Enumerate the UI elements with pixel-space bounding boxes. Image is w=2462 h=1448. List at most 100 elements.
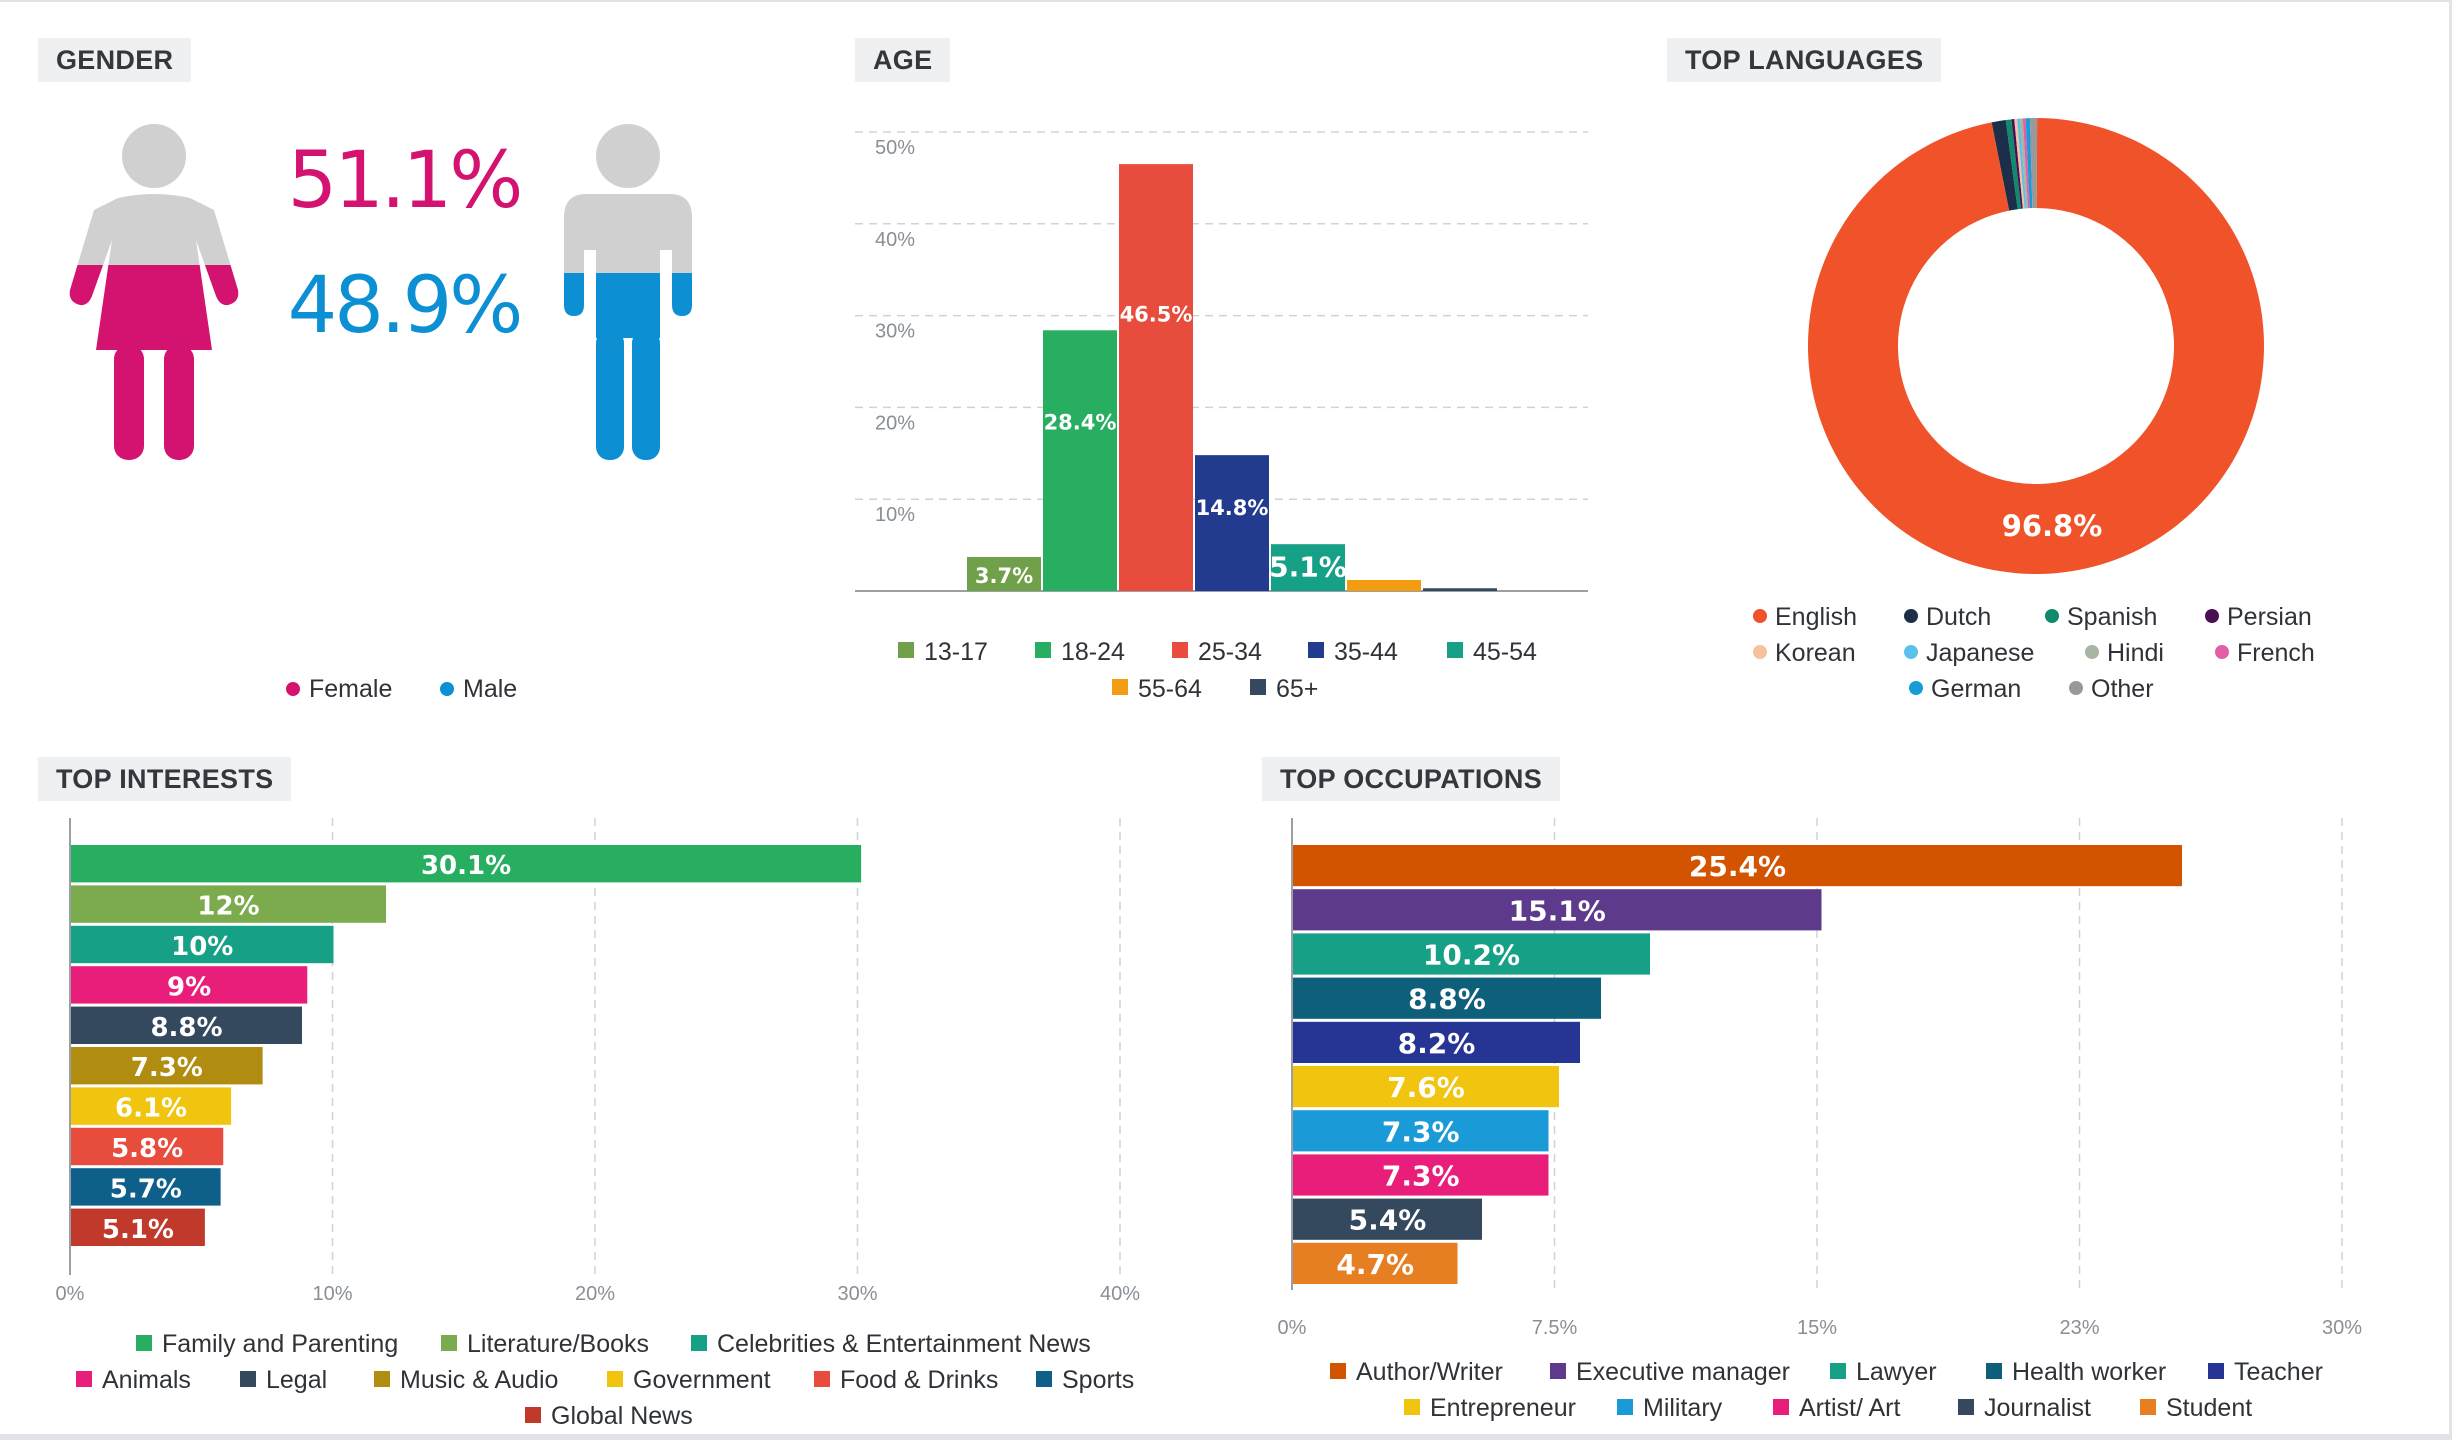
occupations-bar (1293, 1110, 1549, 1152)
language-legend-label: Hindi (2107, 639, 2164, 667)
occupations-x-tick: 0% (1278, 1317, 1307, 1339)
occupations-bar-label: 8.2% (1398, 1027, 1476, 1060)
language-legend-label: Spanish (2067, 603, 2157, 631)
age-y-tick: 20% (875, 412, 915, 434)
interests-legend-label: Sports (1062, 1366, 1134, 1394)
age-legend-swatch (1035, 642, 1051, 658)
age-y-tick: 30% (875, 321, 915, 343)
occupations-legend-label: Journalist (1984, 1394, 2091, 1422)
age-bar-18-24 (1043, 330, 1117, 591)
occupations-title: TOP OCCUPATIONS (1262, 757, 1561, 801)
interests-legend-label: Celebrities & Entertainment News (717, 1330, 1091, 1358)
interests-bar-label: 5.1% (102, 1215, 174, 1245)
occupations-legend-swatch (1550, 1363, 1566, 1379)
occupations-x-tick: 30% (2322, 1317, 2362, 1339)
interests-bar-label: 10% (171, 932, 233, 962)
interests-bar (71, 966, 308, 1004)
interests-bar-label: 5.8% (111, 1134, 183, 1164)
occupations-legend-swatch (1330, 1363, 1346, 1379)
male-percentage: 48.9% (288, 261, 521, 351)
language-legend-dot (1753, 645, 1767, 659)
occupations-x-tick: 23% (2059, 1317, 2099, 1339)
occupations-bar (1293, 1242, 1458, 1284)
occupations-bar (1293, 1154, 1549, 1196)
interests-legend-swatch (607, 1371, 623, 1387)
occupations-legend-label: Entrepreneur (1430, 1394, 1576, 1422)
language-legend-label: German (1931, 675, 2021, 703)
occupations-legend-swatch (1958, 1399, 1974, 1415)
languages-title: TOP LANGUAGES (1667, 38, 1942, 82)
age-y-tick: 40% (875, 229, 915, 251)
occupations-bar (1293, 1066, 1559, 1108)
interests-legend-swatch (441, 1335, 457, 1351)
occupations-bar (1293, 977, 1601, 1019)
language-legend-label: French (2237, 639, 2315, 667)
occupations-bar (1293, 1021, 1580, 1063)
age-legend-swatch (1447, 642, 1463, 658)
language-legend-dot (1904, 645, 1918, 659)
language-slice-English (1808, 118, 2264, 574)
occupations-legend-label: Lawyer (1856, 1358, 1937, 1386)
age-bar-35-44 (1195, 455, 1269, 591)
interests-legend-swatch (76, 1371, 92, 1387)
age-y-tick: 10% (875, 504, 915, 526)
occupations-bar (1293, 933, 1650, 975)
age-bar-65+ (1423, 588, 1497, 591)
english-slice-label: 96.8% (2002, 509, 2103, 543)
occupations-bar-label: 8.8% (1408, 983, 1486, 1016)
interests-bar (71, 1208, 205, 1246)
male-legend-label: Male (463, 675, 517, 703)
interests-bar (71, 1168, 221, 1206)
female-percentage: 51.1% (288, 136, 521, 226)
age-bar-label: 28.4% (1044, 411, 1117, 435)
language-legend-dot (2069, 681, 2083, 695)
interests-legend-label: Family and Parenting (162, 1330, 398, 1358)
interests-bar (71, 885, 386, 923)
occupations-legend-swatch (1773, 1399, 1789, 1415)
interests-bar-label: 8.8% (150, 1013, 222, 1043)
interests-bar-label: 6.1% (115, 1094, 187, 1124)
language-legend-dot (1753, 609, 1767, 623)
language-legend-dot (1909, 681, 1923, 695)
occupations-legend-label: Health worker (2012, 1358, 2166, 1386)
interests-legend-swatch (136, 1335, 152, 1351)
language-legend-dot (2045, 609, 2059, 623)
interests-bar-label: 9% (167, 972, 211, 1002)
occupations-legend-swatch (2208, 1363, 2224, 1379)
occupations-legend-swatch (1404, 1399, 1420, 1415)
age-legend-label: 65+ (1276, 675, 1318, 703)
occupations-bar-label: 7.3% (1382, 1160, 1460, 1193)
occupations-legend-swatch (1830, 1363, 1846, 1379)
interests-legend-label: Global News (551, 1402, 693, 1430)
language-slice-Korean (2014, 118, 2025, 209)
interests-x-tick: 30% (837, 1283, 877, 1305)
occupations-legend-label: Teacher (2234, 1358, 2323, 1386)
interests-chart: 0% 10% 20% 30% 40% 30.1% 12% 10% 9% 8.8% 7.3% 6.1% 5… (56, 818, 1140, 1430)
age-legend-swatch (1308, 642, 1324, 658)
interests-legend-label: Animals (102, 1366, 191, 1394)
interests-bar (71, 1087, 232, 1125)
occupations-legend-label: Student (2166, 1394, 2252, 1422)
age-legend-swatch (1250, 679, 1266, 695)
languages-chart: 96.8% English Dutch Spanish Persian Korean Jap… (1753, 118, 2315, 703)
interests-bar (71, 845, 862, 883)
interests-x-tick: 20% (575, 1283, 615, 1305)
interests-legend-label: Government (633, 1366, 771, 1394)
interests-bar-label: 5.7% (110, 1174, 182, 1204)
male-figure-icon (564, 124, 692, 460)
occupations-legend-label: Military (1643, 1394, 1723, 1422)
occupations-legend-swatch (2140, 1399, 2156, 1415)
occupations-legend-label: Executive manager (1576, 1358, 1790, 1386)
occupations-bar-label: 25.4% (1689, 850, 1786, 883)
language-slice-Spanish (2005, 119, 2022, 210)
language-slice-Persian (2011, 119, 2023, 209)
language-legend-label: Persian (2227, 603, 2312, 631)
age-legend-swatch (898, 642, 914, 658)
age-legend-label: 45-54 (1473, 638, 1537, 666)
interests-bar (71, 1127, 224, 1166)
age-legend-label: 55-64 (1138, 675, 1202, 703)
interests-x-tick: 10% (312, 1283, 352, 1305)
age-title: AGE (855, 38, 951, 82)
age-legend-label: 13-17 (924, 638, 988, 666)
